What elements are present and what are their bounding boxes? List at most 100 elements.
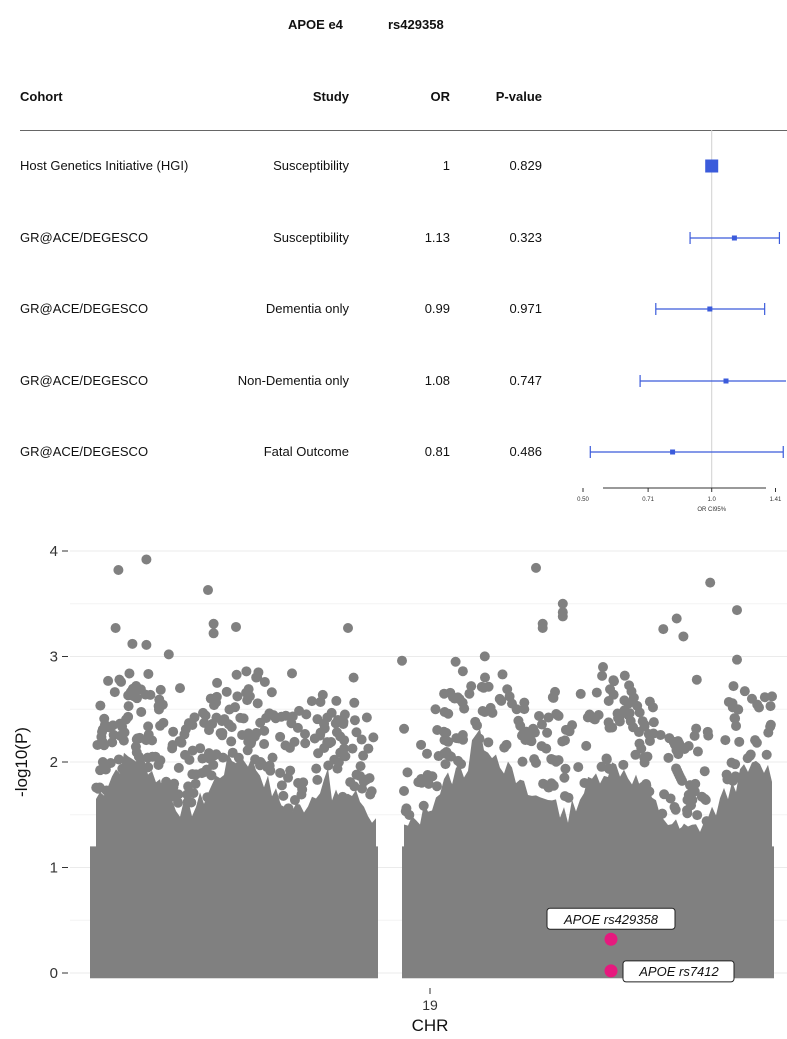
cloud-right-pt-247: [399, 785, 410, 796]
cloud-left-pt-179: [278, 790, 289, 801]
cloud-right-pt-121: [563, 792, 574, 803]
cloud-left-pt-101: [119, 727, 130, 738]
cloud-right-pt-114: [477, 705, 488, 716]
cloud-right-pt-40: [618, 759, 629, 770]
cloud-left-pt-67: [168, 782, 179, 793]
cloud-left-pt-163: [160, 780, 171, 791]
top-point-11: [343, 623, 353, 634]
cloud-right-pt-182: [456, 759, 467, 770]
cloud-left-pt-151: [103, 675, 114, 686]
row-3-study: Dementia only: [265, 301, 349, 316]
cloud-left-pt-117: [351, 769, 362, 780]
top-point-21: [557, 598, 568, 609]
cloud-left-pt-182: [235, 712, 246, 723]
top-point-1: [113, 564, 124, 575]
cloud-left-pt-28: [259, 739, 270, 750]
row-4-or: 1.08: [424, 373, 450, 388]
cloud-right-pt-123: [619, 670, 630, 681]
cloud-right-pt-195: [744, 750, 755, 761]
cloud-left-pt-236: [143, 668, 154, 679]
cloud-right-pt-170: [608, 676, 619, 687]
cloud-left-pt-208: [209, 750, 220, 761]
forest-x-tick-label-1: 0.50: [577, 497, 589, 503]
top-point-10: [231, 621, 241, 632]
cloud-right-pt-180: [530, 757, 541, 768]
cloud-right-pt-256: [441, 747, 452, 758]
cloud-right-pt-175: [519, 704, 530, 715]
cloud-right-pt-244: [614, 716, 625, 727]
cloud-right-pt-242: [427, 771, 438, 782]
top-point-27: [678, 631, 689, 642]
cloud-right-pt-89: [548, 780, 559, 791]
cloud-right-pt-116: [515, 720, 526, 731]
cloud-right-pt-226: [644, 735, 655, 746]
cloud-right-pt-136: [703, 730, 714, 741]
cloud-right-pt-193: [443, 708, 454, 719]
cloud-left-pt-255: [143, 729, 154, 740]
cloud-right-pt-169: [483, 737, 494, 748]
cloud-right-pt-251: [692, 810, 703, 821]
cloud-left-pt-221: [195, 743, 206, 754]
cloud-left-pt-212: [324, 738, 335, 749]
row-2-cohort: GR@ACE/DEGESCO: [20, 230, 149, 245]
row-1-study: Susceptibility: [273, 158, 349, 173]
cloud-left-pt-99: [113, 754, 124, 765]
cloud-left-pt-15: [241, 666, 252, 677]
cloud-right-pt-252: [472, 720, 483, 731]
top-point-33: [584, 709, 595, 720]
cloud-right-pt-219: [541, 743, 552, 754]
cloud-left-pt-242: [109, 687, 120, 698]
cloud-right-pt-235: [664, 733, 675, 744]
cloud-left-pt-158: [136, 706, 147, 717]
cloud-left-pt-247: [188, 788, 199, 799]
cloud-right-pt-67: [699, 766, 710, 777]
cloud-left-pt-226: [365, 789, 376, 800]
y-tick-label-4: 4: [50, 543, 58, 560]
forest-point-4: [723, 378, 729, 384]
forest-point-5: [670, 449, 676, 455]
cloud-left-pt-238: [259, 725, 270, 736]
cloud-right-pt-59: [440, 759, 451, 770]
cloud-left-pt-80: [105, 758, 116, 769]
cloud-right-pt-15: [432, 725, 443, 736]
cloud-left-pt-192: [143, 721, 154, 732]
x-axis-label: CHR: [412, 1016, 449, 1035]
cloud-left-pt-174: [150, 751, 161, 762]
cloud-left-pt-199: [332, 763, 343, 774]
cloud-right-pt-3: [534, 710, 545, 721]
cloud-right-pt-83: [441, 727, 452, 738]
top-point-34: [430, 704, 441, 715]
cloud-right-pt-22: [464, 688, 475, 699]
row-2-study: Susceptibility: [273, 230, 349, 245]
cloud-left-pt-244: [311, 763, 322, 774]
cloud-right-pt-255: [603, 695, 614, 706]
highlight-point-2: [604, 964, 618, 978]
highlight-point-1: [604, 932, 618, 946]
cloud-right-pt-222: [573, 762, 584, 773]
cloud-left-pt-185: [256, 758, 267, 769]
cloud-right-pt-148: [529, 727, 540, 738]
cloud-right-pt-238: [655, 729, 666, 740]
cloud-right-pt-183: [478, 682, 489, 693]
row-5-cohort: GR@ACE/DEGESCO: [20, 444, 149, 459]
cloud-left-pt-245: [154, 694, 165, 705]
cloud-left-pt-136: [285, 765, 296, 776]
cloud-left-pt-134: [223, 719, 234, 730]
cloud-left-pt-150: [300, 738, 311, 749]
cloud-left-pt-61: [198, 707, 209, 718]
cloud-right-pt-36: [648, 717, 659, 728]
top-point-20: [537, 623, 548, 634]
cloud-right-pt-43: [739, 686, 750, 697]
cloud-right-pt-91: [536, 719, 547, 730]
cloud-right-pt-229: [567, 720, 578, 731]
cloud-right-pt-250: [543, 712, 554, 723]
cloud-right-pt-241: [731, 720, 742, 731]
cloud-left-pt-86: [118, 735, 129, 746]
cloud-right-pt-122: [730, 713, 741, 724]
cloud-left-pt-198: [187, 769, 198, 780]
cloud-right-pt-132: [692, 746, 703, 757]
cloud-left-pt-142: [173, 762, 184, 773]
cloud-right-pt-74: [728, 681, 739, 692]
cloud-right-pt-65: [670, 804, 681, 815]
cloud-right-pt-245: [676, 743, 687, 754]
